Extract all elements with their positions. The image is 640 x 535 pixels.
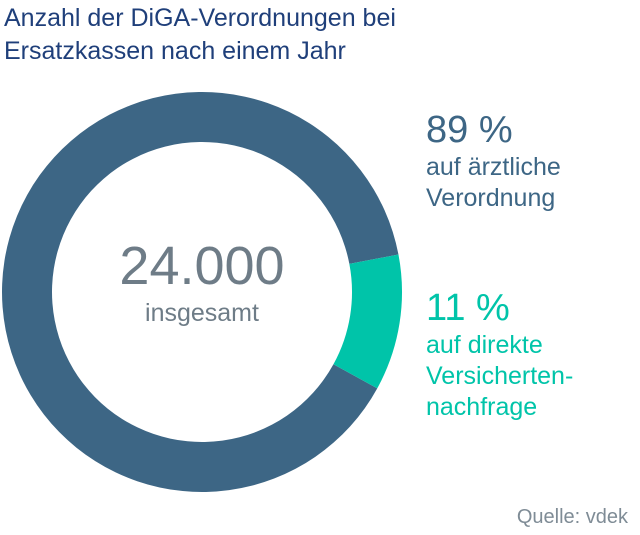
slice-direct (333, 254, 402, 389)
chart-title: Anzahl der DiGA-Verordnungen bei Ersatzk… (4, 2, 564, 68)
share-physician-desc-line-2: Verordnung (426, 184, 556, 212)
share-direct-desc-line-1: auf direkte (426, 331, 543, 359)
share-direct-desc-line-3: nachfrage (426, 393, 538, 421)
share-direct-desc-line-2: Versicherten- (426, 362, 574, 390)
source-note: Quelle: vdek (516, 506, 628, 528)
total-label: insgesamt (145, 299, 259, 327)
share-physician-block: 89 % auf ärztliche Verordnung (426, 108, 636, 214)
chart-title-line-1: Anzahl der DiGA-Verordnungen bei (4, 4, 396, 32)
share-physician-percent: 89 % (426, 109, 513, 151)
share-direct-block: 11 % auf direkte Versicherten- nachfrage (426, 286, 636, 423)
share-direct-percent: 11 % (426, 287, 510, 329)
chart-title-line-2: Ersatzkassen nach einem Jahr (4, 37, 346, 65)
share-physician-desc-line-1: auf ärztliche (426, 153, 561, 181)
total-value: 24.000 (119, 236, 285, 296)
